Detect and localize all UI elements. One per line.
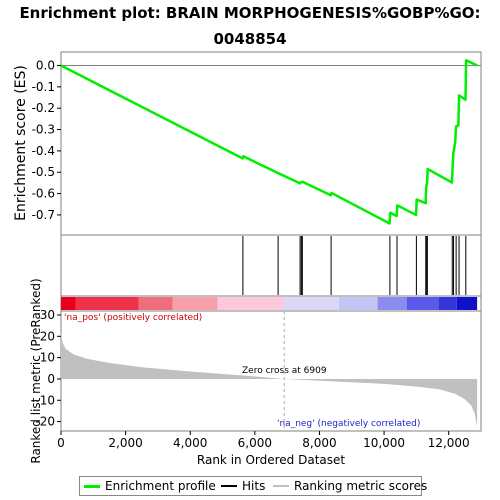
metric-y-tick-label: 30 [40,308,55,322]
heat-bar-segment [172,297,218,310]
legend-item-enrichment-profile: Enrichment profile [84,479,216,493]
es-y-tick-label: -0.4 [32,144,55,158]
metric-y-tick-label: 10 [40,351,55,365]
hits-panel-frame [60,234,482,297]
es-panel-frame [60,51,482,236]
legend-item-ranking-metric: Ranking metric scores [273,479,427,493]
metric-y-tick-label: -10 [35,393,55,407]
es-y-tick-label: -0.7 [32,208,55,222]
heat-bar-segment [456,297,478,310]
heat-bar-segment [377,297,407,310]
x-tick-label: 12,000 [428,436,470,450]
metric-y-tick-label: 0 [47,372,55,386]
heat-bar-segment [217,297,284,310]
legend-enrichment-profile-label: Enrichment profile [105,479,216,493]
legend-item-hits: Hits [221,479,265,493]
legend-hits-label: Hits [242,479,266,493]
metric-y-tick-label: -20 [35,415,55,429]
heat-bar-segment [406,297,439,310]
chart-title: Enrichment plot: BRAIN MORPHOGENESIS%GOB… [19,4,481,48]
heat-bar-segment [75,297,139,310]
metric-y-axis-label: Ranked list metric (PreRanked) [29,278,43,463]
x-tick-label: 4,000 [173,436,207,450]
x-tick-label: 10,000 [363,436,405,450]
legend: Enrichment profile Hits Ranking metric s… [79,476,427,496]
heat-bar-segment [138,297,173,310]
x-tick-label: 2,000 [108,436,142,450]
heat-bar-segment [283,297,339,310]
heat-bar-segment [338,297,378,310]
es-y-tick-label: -0.6 [32,187,55,201]
es-y-tick-label: -0.3 [32,123,55,137]
es-y-tick-label: -0.1 [32,80,55,94]
es-y-tick-label: -0.2 [32,101,55,115]
x-axis-label: Rank in Ordered Dataset [197,453,345,467]
neg-correlated-label: 'na_neg' (negatively correlated) [277,419,420,429]
metric-area [61,332,478,427]
x-tick-label: 6,000 [238,436,272,450]
ranking-metric-swatch-icon [273,485,289,487]
es-y-tick-label: -0.5 [32,165,55,179]
es-series-line [60,58,478,225]
metric-y-tick-label: 20 [40,329,55,343]
es-y-tick-label: 0.0 [36,59,55,73]
pos-correlated-label: 'na_pos' (positively correlated) [64,313,202,323]
enrichment-profile-swatch-icon [84,484,100,488]
heat-bar-segment [439,297,457,310]
hits-swatch-icon [221,485,237,487]
legend-ranking-metric-label: Ranking metric scores [294,479,428,493]
x-tick-label: 8,000 [302,436,336,450]
x-tick-label: 0 [57,436,65,450]
heat-bar-segment [61,297,76,310]
es-y-axis-label: Enrichment score (ES) [13,65,29,221]
